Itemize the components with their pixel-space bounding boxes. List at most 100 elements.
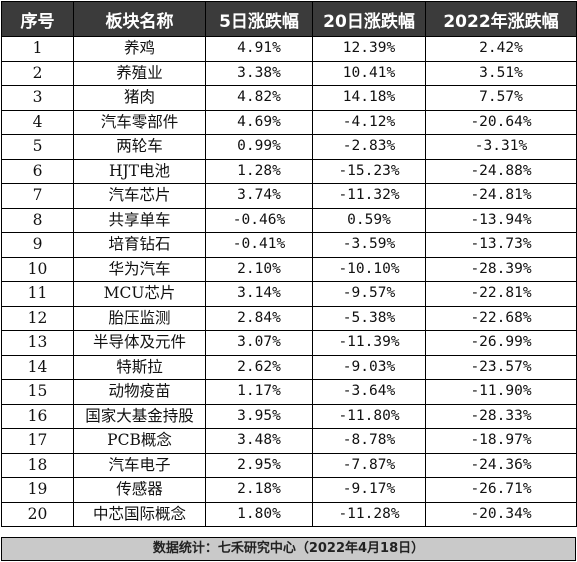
source-footer: 数据统计：七禾研究中心（2022年4月18日） bbox=[1, 537, 576, 561]
change-2022-cell: -28.39% bbox=[425, 256, 577, 282]
change-20d-cell: -8.78% bbox=[312, 428, 426, 454]
sector-name-cell: 汽车芯片 bbox=[73, 183, 206, 209]
change-2022-cell: -24.36% bbox=[425, 452, 577, 478]
header-5d-change: 5日涨跌幅 bbox=[205, 1, 313, 37]
change-5d-cell: -0.46% bbox=[205, 207, 313, 233]
change-2022-cell: -26.99% bbox=[425, 330, 577, 356]
change-2022-cell: 2.42% bbox=[425, 36, 577, 62]
header-row: 序号 板块名称 5日涨跌幅 20日涨跌幅 2022年涨跌幅 bbox=[1, 1, 577, 37]
change-2022-cell: -20.34% bbox=[425, 501, 577, 527]
change-5d-cell: 4.69% bbox=[205, 109, 313, 135]
table-row: 8 共享单车 -0.46% 0.59% -13.94% bbox=[1, 207, 577, 233]
row-index-cell: 10 bbox=[1, 256, 74, 282]
sector-table: 序号 板块名称 5日涨跌幅 20日涨跌幅 2022年涨跌幅 1 养鸡 4.91% 12… bbox=[1, 1, 577, 527]
change-5d-cell: 2.84% bbox=[205, 305, 313, 331]
row-index-cell: 9 bbox=[1, 232, 74, 258]
row-index-cell: 3 bbox=[1, 85, 74, 111]
sector-name-cell: 中芯国际概念 bbox=[73, 501, 206, 527]
change-2022-cell: -11.90% bbox=[425, 379, 577, 405]
sector-name-cell: 猪肉 bbox=[73, 85, 206, 111]
change-20d-cell: -11.80% bbox=[312, 403, 426, 429]
row-index-cell: 1 bbox=[1, 36, 74, 62]
sector-name-cell: 国家大基金持股 bbox=[73, 403, 206, 429]
sector-name-cell: 传感器 bbox=[73, 477, 206, 503]
change-20d-cell: -10.10% bbox=[312, 256, 426, 282]
change-20d-cell: -9.17% bbox=[312, 477, 426, 503]
change-2022-cell: -22.68% bbox=[425, 305, 577, 331]
sector-name-cell: 汽车电子 bbox=[73, 452, 206, 478]
change-20d-cell: -7.87% bbox=[312, 452, 426, 478]
change-5d-cell: 4.91% bbox=[205, 36, 313, 62]
sector-name-cell: 养殖业 bbox=[73, 60, 206, 86]
row-index-cell: 13 bbox=[1, 330, 74, 356]
change-20d-cell: -4.12% bbox=[312, 109, 426, 135]
row-index-cell: 14 bbox=[1, 354, 74, 380]
table-row: 20 中芯国际概念 1.80% -11.28% -20.34% bbox=[1, 501, 577, 527]
row-index-cell: 16 bbox=[1, 403, 74, 429]
change-5d-cell: 3.95% bbox=[205, 403, 313, 429]
table-row: 4 汽车零部件 4.69% -4.12% -20.64% bbox=[1, 109, 577, 135]
table-row: 17 PCB概念 3.48% -8.78% -18.97% bbox=[1, 428, 577, 454]
row-index-cell: 18 bbox=[1, 452, 74, 478]
change-5d-cell: 3.07% bbox=[205, 330, 313, 356]
change-5d-cell: 1.28% bbox=[205, 158, 313, 184]
sector-name-cell: MCU芯片 bbox=[73, 281, 206, 307]
table-row: 10 华为汽车 2.10% -10.10% -28.39% bbox=[1, 256, 577, 282]
sector-name-cell: PCB概念 bbox=[73, 428, 206, 454]
sector-name-cell: 华为汽车 bbox=[73, 256, 206, 282]
change-5d-cell: 4.82% bbox=[205, 85, 313, 111]
change-2022-cell: -28.33% bbox=[425, 403, 577, 429]
header-index: 序号 bbox=[1, 1, 74, 37]
row-index-cell: 15 bbox=[1, 379, 74, 405]
table-row: 16 国家大基金持股 3.95% -11.80% -28.33% bbox=[1, 403, 577, 429]
change-20d-cell: -11.39% bbox=[312, 330, 426, 356]
row-index-cell: 4 bbox=[1, 109, 74, 135]
header-20d-change: 20日涨跌幅 bbox=[312, 1, 426, 37]
table-body: 1 养鸡 4.91% 12.39% 2.42% 2 养殖业 3.38% 10.41% 3.51% 3… bbox=[1, 36, 577, 527]
table-row: 18 汽车电子 2.95% -7.87% -24.36% bbox=[1, 452, 577, 478]
sector-name-cell: 特斯拉 bbox=[73, 354, 206, 380]
change-20d-cell: -2.83% bbox=[312, 134, 426, 160]
change-5d-cell: 3.14% bbox=[205, 281, 313, 307]
change-20d-cell: -11.32% bbox=[312, 183, 426, 209]
change-20d-cell: -9.57% bbox=[312, 281, 426, 307]
table-row: 1 养鸡 4.91% 12.39% 2.42% bbox=[1, 36, 577, 62]
change-2022-cell: -13.73% bbox=[425, 232, 577, 258]
change-20d-cell: 10.41% bbox=[312, 60, 426, 86]
change-2022-cell: -20.64% bbox=[425, 109, 577, 135]
row-index-cell: 17 bbox=[1, 428, 74, 454]
table-row: 13 半导体及元件 3.07% -11.39% -26.99% bbox=[1, 330, 577, 356]
table-row: 19 传感器 2.18% -9.17% -26.71% bbox=[1, 477, 577, 503]
row-index-cell: 19 bbox=[1, 477, 74, 503]
row-index-cell: 11 bbox=[1, 281, 74, 307]
change-20d-cell: 0.59% bbox=[312, 207, 426, 233]
sector-name-cell: 动物疫苗 bbox=[73, 379, 206, 405]
change-5d-cell: 2.10% bbox=[205, 256, 313, 282]
change-20d-cell: -11.28% bbox=[312, 501, 426, 527]
sector-name-cell: 半导体及元件 bbox=[73, 330, 206, 356]
sector-name-cell: 培育钻石 bbox=[73, 232, 206, 258]
sector-name-cell: 养鸡 bbox=[73, 36, 206, 62]
change-2022-cell: 7.57% bbox=[425, 85, 577, 111]
header-sector-name: 板块名称 bbox=[73, 1, 206, 37]
table-row: 15 动物疫苗 1.17% -3.64% -11.90% bbox=[1, 379, 577, 405]
change-2022-cell: -26.71% bbox=[425, 477, 577, 503]
row-index-cell: 7 bbox=[1, 183, 74, 209]
sector-name-cell: 共享单车 bbox=[73, 207, 206, 233]
row-index-cell: 5 bbox=[1, 134, 74, 160]
change-20d-cell: -3.59% bbox=[312, 232, 426, 258]
row-index-cell: 12 bbox=[1, 305, 74, 331]
change-2022-cell: -13.94% bbox=[425, 207, 577, 233]
sector-name-cell: HJT电池 bbox=[73, 158, 206, 184]
table-row: 5 两轮车 0.99% -2.83% -3.31% bbox=[1, 134, 577, 160]
sector-name-cell: 胎压监测 bbox=[73, 305, 206, 331]
change-5d-cell: 2.95% bbox=[205, 452, 313, 478]
change-2022-cell: -23.57% bbox=[425, 354, 577, 380]
change-5d-cell: 2.18% bbox=[205, 477, 313, 503]
change-20d-cell: -15.23% bbox=[312, 158, 426, 184]
change-2022-cell: -22.81% bbox=[425, 281, 577, 307]
change-5d-cell: 3.48% bbox=[205, 428, 313, 454]
row-index-cell: 2 bbox=[1, 60, 74, 86]
change-20d-cell: -3.64% bbox=[312, 379, 426, 405]
change-5d-cell: 3.38% bbox=[205, 60, 313, 86]
